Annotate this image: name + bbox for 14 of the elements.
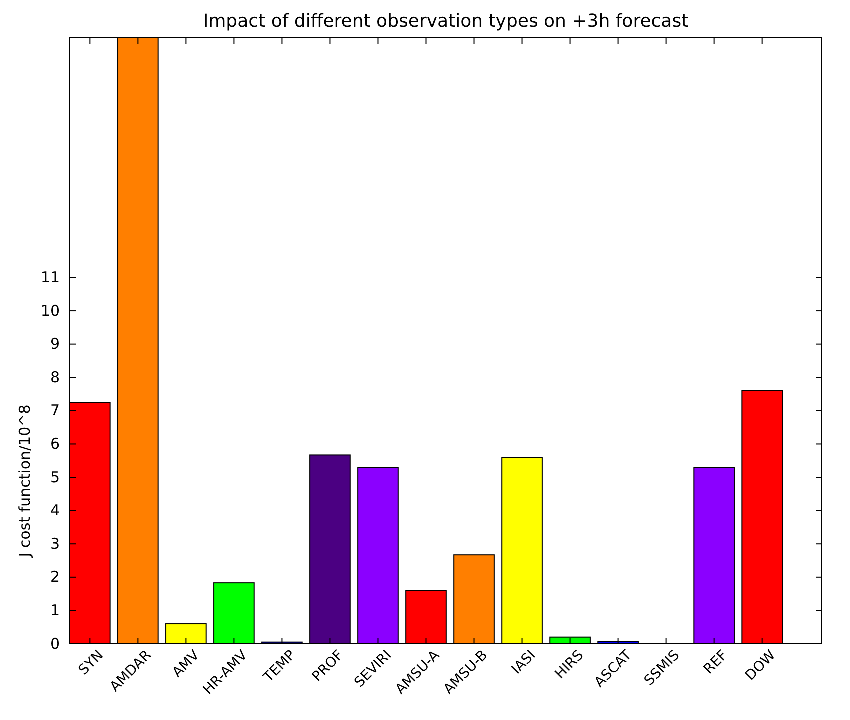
- y-tick-label: 3: [50, 534, 60, 553]
- y-tick-label: 9: [50, 335, 60, 354]
- y-tick-label: 2: [50, 568, 60, 586]
- y-tick-label: 4: [50, 502, 60, 520]
- y-tick-label: 8: [50, 368, 60, 386]
- chart-title: Impact of different observation types on +3h forecast: [203, 11, 689, 32]
- y-tick-label: 11: [40, 268, 60, 287]
- y-tick-label: 6: [50, 435, 60, 454]
- y-tick-label: 10: [40, 302, 60, 320]
- y-tick-label: 1: [50, 602, 60, 620]
- y-axis-title: J cost function/10^8: [16, 404, 34, 558]
- y-tick-label: 0: [50, 634, 60, 653]
- y-tick-label: 7: [50, 402, 60, 420]
- y-tick-label: 5: [50, 468, 60, 486]
